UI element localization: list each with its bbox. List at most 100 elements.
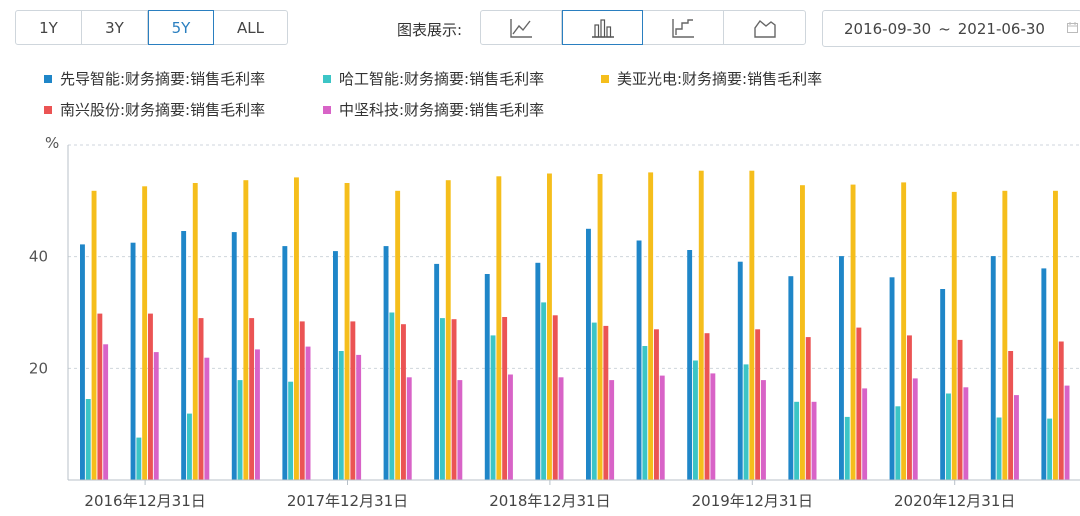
bar-series-2[interactable] xyxy=(85,399,91,480)
bar-series-5[interactable] xyxy=(1014,395,1019,480)
bar-series-3[interactable] xyxy=(192,183,198,480)
bar-series-5[interactable] xyxy=(508,374,513,481)
bar-series-3[interactable] xyxy=(1002,190,1008,481)
bar-series-1[interactable] xyxy=(535,262,541,480)
bar-series-5[interactable] xyxy=(305,346,311,480)
bar-series-3[interactable] xyxy=(597,174,603,480)
bar-series-1[interactable] xyxy=(737,261,743,480)
bar-series-3[interactable] xyxy=(91,190,97,481)
bar-series-4[interactable] xyxy=(704,333,710,480)
bar-series-1[interactable] xyxy=(80,244,85,480)
bar-series-1[interactable] xyxy=(231,232,237,480)
bar-series-1[interactable] xyxy=(434,263,440,480)
range-5y-button[interactable]: 5Y xyxy=(148,10,214,45)
bar-series-5[interactable] xyxy=(862,388,868,480)
bar-series-4[interactable] xyxy=(755,329,761,481)
bar-series-1[interactable] xyxy=(990,256,996,480)
legend-item-series-4[interactable]: 南兴股份:财务摘要:销售毛利率 xyxy=(44,99,265,120)
range-all-button[interactable]: ALL xyxy=(237,18,264,37)
bar-series-5[interactable] xyxy=(609,380,615,480)
bar-series-4[interactable] xyxy=(1058,341,1064,481)
step-chart-button[interactable] xyxy=(643,11,724,44)
range-3y-button[interactable]: 3Y xyxy=(82,11,148,44)
bar-series-4[interactable] xyxy=(907,335,912,480)
date-range-input[interactable]: 2016-09-30 ~ 2021-06-30 xyxy=(822,10,1080,47)
bar-series-2[interactable] xyxy=(136,437,142,480)
bar-series-2[interactable] xyxy=(1047,418,1053,480)
bar-series-2[interactable] xyxy=(288,381,294,480)
bar-series-4[interactable] xyxy=(249,318,255,480)
bar-series-1[interactable] xyxy=(889,277,895,480)
bar-series-2[interactable] xyxy=(389,312,395,481)
bar-series-1[interactable] xyxy=(940,289,946,480)
bar-series-4[interactable] xyxy=(856,327,862,480)
bar-series-5[interactable] xyxy=(1064,385,1070,480)
bar-series-3[interactable] xyxy=(243,180,249,480)
bar-series-2[interactable] xyxy=(541,302,547,480)
bar-series-2[interactable] xyxy=(895,406,901,480)
bar-series-3[interactable] xyxy=(800,185,805,480)
bar-series-4[interactable] xyxy=(299,321,305,480)
bar-series-1[interactable] xyxy=(839,256,844,480)
bar-series-2[interactable] xyxy=(794,401,800,480)
bar-series-2[interactable] xyxy=(440,318,445,480)
bar-series-4[interactable] xyxy=(502,317,508,480)
bar-chart-button[interactable] xyxy=(562,10,643,45)
bar-series-3[interactable] xyxy=(445,180,451,480)
bar-series-4[interactable] xyxy=(198,318,204,480)
bar-series-5[interactable] xyxy=(811,401,817,480)
bar-series-3[interactable] xyxy=(901,182,907,480)
bar-series-4[interactable] xyxy=(552,315,558,480)
legend-item-series-5[interactable]: 中坚科技:财务摘要:销售毛利率 xyxy=(323,99,544,120)
bar-series-5[interactable] xyxy=(255,349,260,480)
legend-item-series-1[interactable]: 先导智能:财务摘要:销售毛利率 xyxy=(44,68,265,89)
bar-series-2[interactable] xyxy=(946,393,951,481)
bar-series-3[interactable] xyxy=(850,184,856,480)
bar-series-4[interactable] xyxy=(654,329,659,481)
bar-series-5[interactable] xyxy=(659,375,665,480)
bar-series-5[interactable] xyxy=(963,387,969,480)
bar-series-2[interactable] xyxy=(187,413,192,480)
bar-series-2[interactable] xyxy=(693,360,698,481)
bar-series-3[interactable] xyxy=(142,186,148,481)
bar-series-3[interactable] xyxy=(395,190,401,481)
bar-series-5[interactable] xyxy=(558,377,564,480)
bar-series-1[interactable] xyxy=(484,274,490,480)
bar-series-5[interactable] xyxy=(204,357,210,480)
bar-series-1[interactable] xyxy=(181,231,187,480)
bar-series-1[interactable] xyxy=(130,242,136,480)
line-chart-button[interactable] xyxy=(481,11,562,44)
bar-series-3[interactable] xyxy=(294,177,299,480)
bar-series-2[interactable] xyxy=(996,417,1002,481)
range-1y-button[interactable]: 1Y xyxy=(16,11,82,44)
bar-series-3[interactable] xyxy=(547,173,552,481)
bar-series-5[interactable] xyxy=(457,380,463,480)
bar-series-2[interactable] xyxy=(338,351,344,480)
bar-series-4[interactable] xyxy=(957,339,963,480)
bar-series-4[interactable] xyxy=(603,325,609,480)
bar-series-1[interactable] xyxy=(282,246,288,480)
bar-series-2[interactable] xyxy=(490,335,496,480)
bar-series-4[interactable] xyxy=(148,313,153,480)
bar-series-3[interactable] xyxy=(749,170,755,480)
bar-series-5[interactable] xyxy=(912,378,918,480)
bar-series-5[interactable] xyxy=(710,373,716,480)
bar-series-5[interactable] xyxy=(103,344,109,480)
bar-series-5[interactable] xyxy=(153,352,159,480)
legend-item-series-2[interactable]: 哈工智能:财务摘要:销售毛利率 xyxy=(323,68,544,89)
bar-series-4[interactable] xyxy=(451,319,457,480)
bar-series-2[interactable] xyxy=(591,322,597,480)
bar-series-4[interactable] xyxy=(97,313,103,480)
bar-series-1[interactable] xyxy=(1041,268,1047,480)
bar-series-1[interactable] xyxy=(636,240,642,481)
bar-series-4[interactable] xyxy=(805,337,811,480)
bar-series-1[interactable] xyxy=(383,246,389,480)
bar-series-2[interactable] xyxy=(844,416,850,480)
bar-series-3[interactable] xyxy=(1053,190,1058,481)
bar-series-3[interactable] xyxy=(648,172,654,480)
legend-item-series-3[interactable]: 美亚光电:财务摘要:销售毛利率 xyxy=(601,68,822,89)
bar-series-1[interactable] xyxy=(687,250,693,480)
bar-series-1[interactable] xyxy=(333,251,338,480)
bar-series-2[interactable] xyxy=(642,346,648,480)
bar-series-4[interactable] xyxy=(350,321,356,480)
